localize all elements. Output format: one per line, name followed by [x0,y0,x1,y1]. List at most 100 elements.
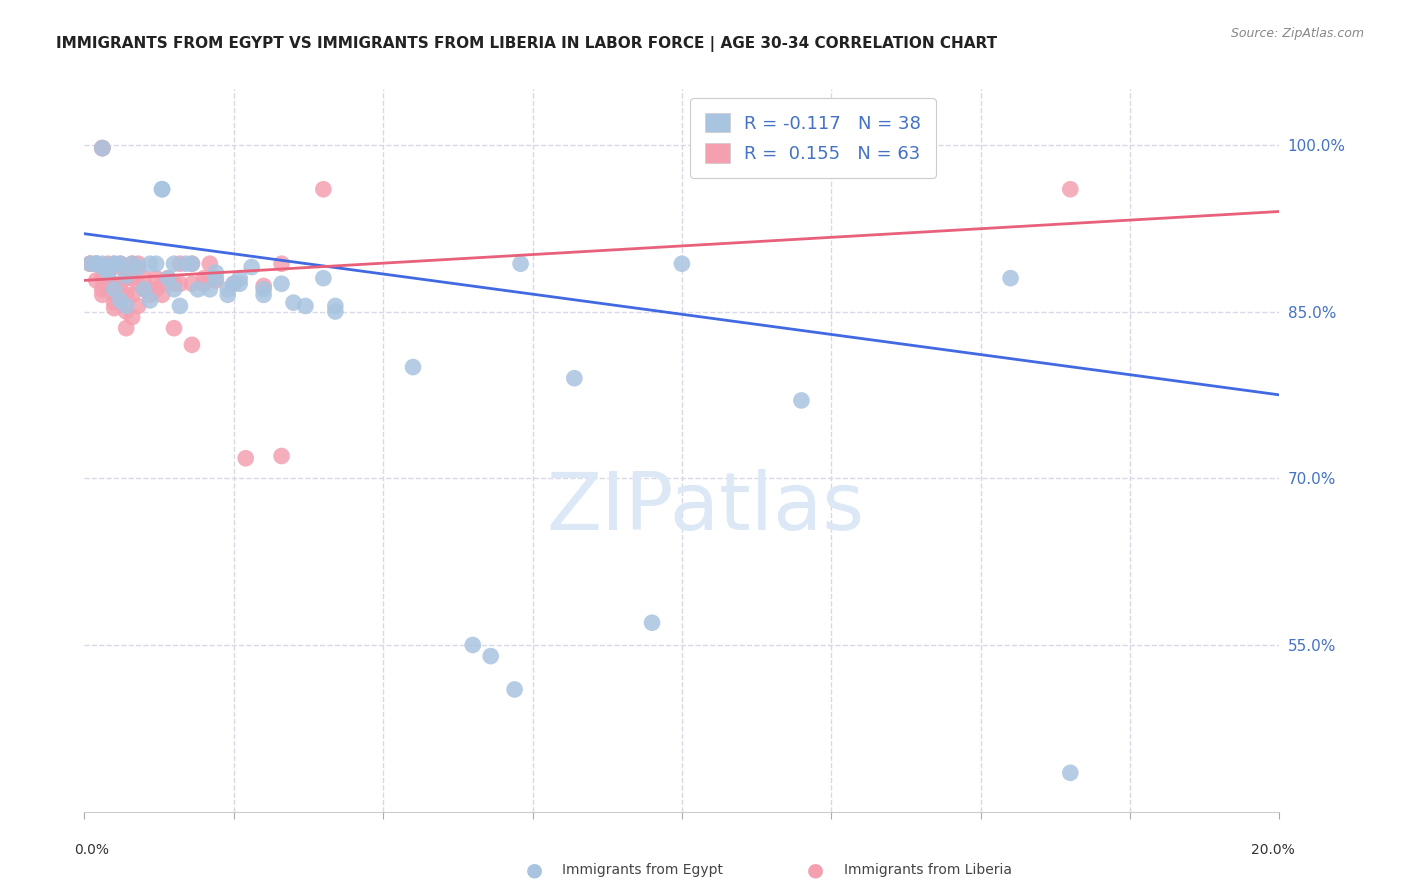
Point [205,271,228,285]
Point [790,393,813,408]
Point [181,257,204,271]
Point [205,273,228,287]
Point [127,299,149,313]
Point [115,288,138,302]
Point [312,271,335,285]
Point [228,271,252,285]
Point [91,141,114,155]
Point [1059,765,1081,780]
Point [240,260,263,274]
Text: Source: ZipAtlas.com: Source: ZipAtlas.com [1230,27,1364,40]
Point [564,371,586,385]
Point [110,277,132,291]
Point [1000,271,1022,285]
Point [222,277,245,291]
Point [103,277,125,291]
Point [115,304,138,318]
Text: Immigrants from Liberia: Immigrants from Liberia [844,863,1011,877]
Point [169,277,191,291]
Point [139,257,162,271]
Point [79,257,101,271]
Legend: R = -0.117   N = 38, R =  0.155   N = 63: R = -0.117 N = 38, R = 0.155 N = 63 [690,98,936,178]
Text: 20.0%: 20.0% [1250,843,1295,857]
Point [97,266,120,280]
Point [115,299,138,313]
Point [163,282,186,296]
Point [91,257,114,271]
Point [671,257,693,271]
Point [91,282,114,296]
Point [150,182,173,196]
Point [402,360,425,375]
Point [163,321,186,335]
Point [97,260,120,274]
Point [97,266,120,280]
Point [205,266,228,280]
Point [253,288,276,302]
Point [294,299,316,313]
Point [91,141,114,155]
Point [121,257,143,271]
Point [121,288,143,302]
Point [121,271,143,285]
Point [181,257,204,271]
Point [103,257,125,271]
Point [86,257,108,271]
Point [110,288,132,302]
Point [97,262,120,277]
Point [139,282,162,296]
Text: 0.0%: 0.0% [75,843,108,857]
Point [127,260,149,274]
Point [97,277,120,291]
Point [110,257,132,271]
Point [86,257,108,271]
Point [91,260,114,274]
Point [150,182,173,196]
Point [139,288,162,302]
Point [157,271,180,285]
Point [181,277,204,291]
Point [145,271,167,285]
Point [110,260,132,274]
Point [91,288,114,302]
Point [157,271,180,285]
Point [163,277,186,291]
Point [193,271,215,285]
Point [86,273,108,287]
Point [79,257,101,271]
Text: IMMIGRANTS FROM EGYPT VS IMMIGRANTS FROM LIBERIA IN LABOR FORCE | AGE 30-34 CORR: IMMIGRANTS FROM EGYPT VS IMMIGRANTS FROM… [56,36,997,52]
Point [103,288,125,302]
Point [253,282,276,296]
Point [145,282,167,296]
Point [121,257,143,271]
Point [132,282,156,296]
Point [163,257,186,271]
Point [97,282,120,296]
Point [312,182,335,196]
Point [127,277,149,291]
Point [228,277,252,291]
Point [103,295,125,310]
Point [86,257,108,271]
Point [217,288,239,302]
Point [479,649,502,664]
Point [187,282,209,296]
Point [461,638,484,652]
Point [103,282,125,296]
Point [503,682,526,697]
Point [325,299,347,313]
Point [270,257,292,271]
Point [169,299,191,313]
Point [235,451,257,466]
Point [150,277,173,291]
Point [1059,182,1081,196]
Point [110,293,132,308]
Point [198,257,221,271]
Point [222,277,245,291]
Point [132,271,156,285]
Point [145,257,167,271]
Point [91,271,114,285]
Point [193,277,215,291]
Point [115,268,138,283]
Point [103,301,125,315]
